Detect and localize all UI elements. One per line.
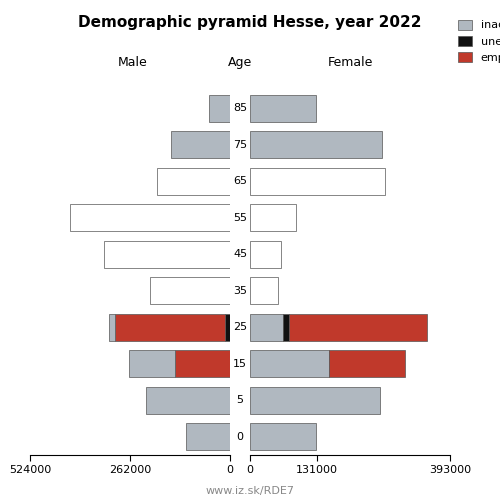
Text: Demographic pyramid Hesse, year 2022: Demographic pyramid Hesse, year 2022 <box>78 15 422 30</box>
Bar <box>250 94 316 122</box>
Bar <box>109 314 114 341</box>
Text: 85: 85 <box>233 104 247 114</box>
Text: 25: 25 <box>233 322 247 332</box>
Bar <box>129 350 174 378</box>
Bar <box>186 423 230 450</box>
Bar <box>104 240 230 268</box>
Legend: inactive, unemployed, employed: inactive, unemployed, employed <box>454 16 500 68</box>
Bar <box>329 350 405 378</box>
Text: 35: 35 <box>233 286 247 296</box>
Bar <box>171 131 230 158</box>
Bar <box>250 131 382 158</box>
Text: www.iz.sk/RDE7: www.iz.sk/RDE7 <box>206 486 294 496</box>
Bar <box>114 314 226 341</box>
Bar <box>250 350 329 378</box>
Bar <box>150 277 230 304</box>
Bar <box>226 314 230 341</box>
Bar <box>283 314 289 341</box>
Bar <box>250 423 316 450</box>
Bar <box>70 204 230 232</box>
Bar <box>174 350 230 378</box>
Bar <box>158 168 230 195</box>
Bar <box>250 204 296 232</box>
Text: 65: 65 <box>233 176 247 186</box>
Text: Age: Age <box>228 56 252 69</box>
Bar <box>250 240 280 268</box>
Bar <box>250 168 385 195</box>
Text: Female: Female <box>328 56 372 69</box>
Bar <box>250 277 278 304</box>
Text: 55: 55 <box>233 213 247 223</box>
Text: 75: 75 <box>233 140 247 150</box>
Bar <box>146 386 230 414</box>
Text: 0: 0 <box>236 432 244 442</box>
Text: 45: 45 <box>233 249 247 259</box>
Bar <box>250 386 380 414</box>
Bar <box>250 314 283 341</box>
Bar <box>289 314 426 341</box>
Text: 15: 15 <box>233 359 247 369</box>
Text: 5: 5 <box>236 395 244 405</box>
Bar <box>209 94 230 122</box>
Text: Male: Male <box>118 56 148 69</box>
